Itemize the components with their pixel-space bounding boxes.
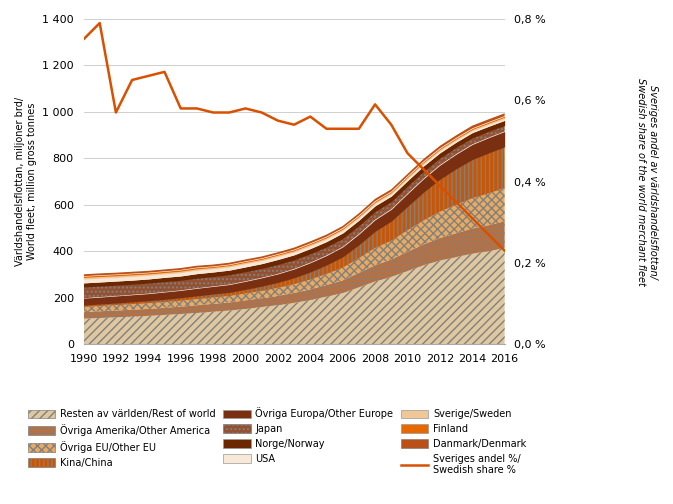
Y-axis label: Sveriges andel av världshandelsflottan/
Swedish share of the world merchant flee: Sveriges andel av världshandelsflottan/ …: [637, 78, 658, 286]
Y-axis label: Världshandelsflottan, miljoner brd/
World fleet, million gross tonnes: Världshandelsflottan, miljoner brd/ Worl…: [15, 97, 36, 266]
Legend: Resten av världen/Rest of world, Övriga Amerika/Other America, Övriga EU/Other E: Resten av världen/Rest of world, Övriga …: [25, 404, 530, 478]
